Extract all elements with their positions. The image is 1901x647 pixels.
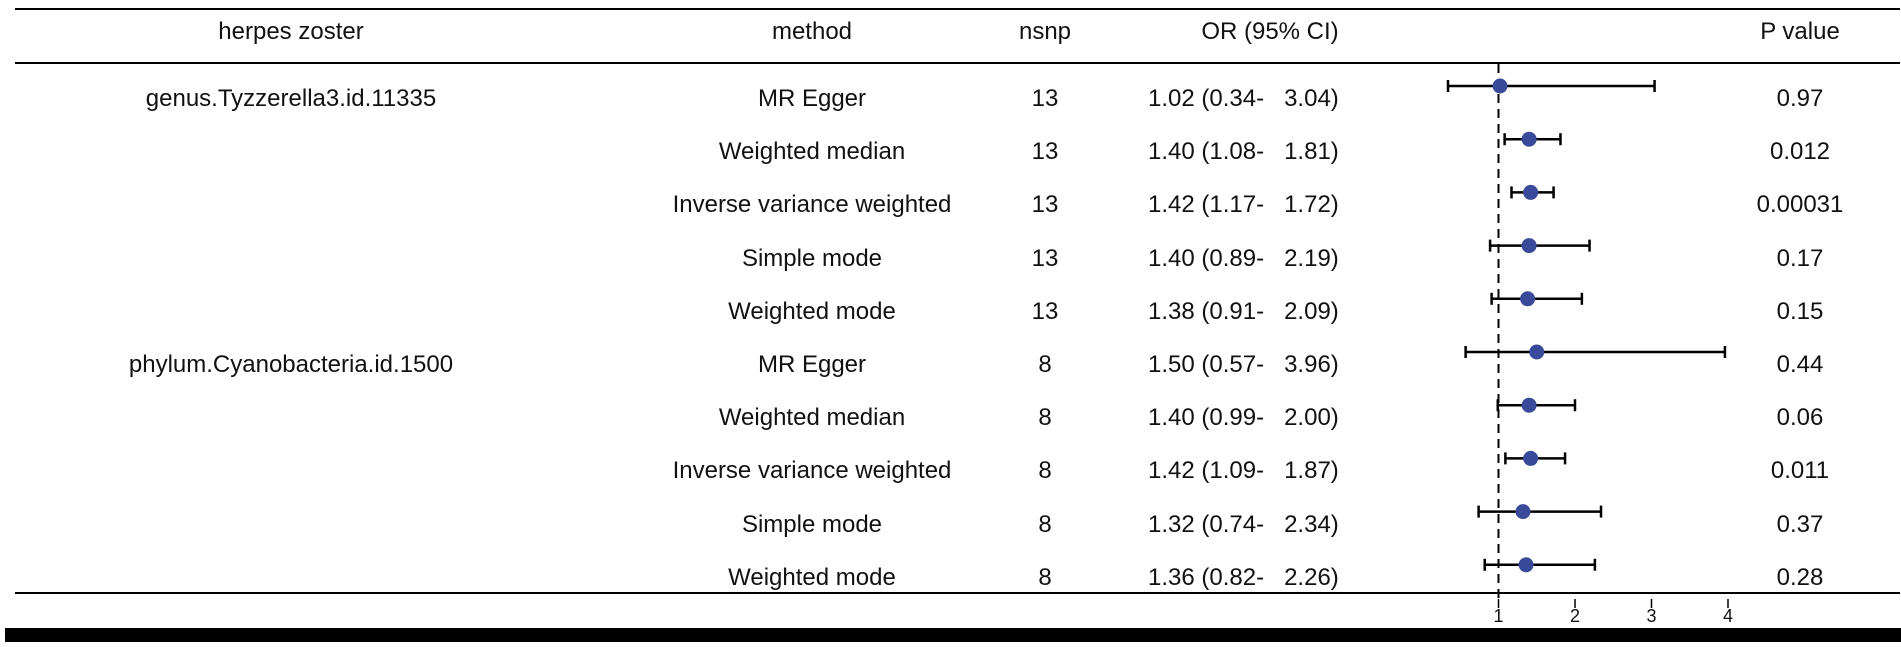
or-ci-cell: 1.02 (0.34- 3.04) <box>1148 85 1339 112</box>
p-value-cell: 0.44 <box>1776 351 1824 378</box>
or-point <box>1520 291 1536 307</box>
p-value-cell: 0.06 <box>1776 404 1824 432</box>
x-tick-label: 2 <box>1570 606 1580 626</box>
method-cell: Weighted mode <box>728 563 896 591</box>
or-point <box>1523 184 1539 200</box>
or-ci-cell: 1.42 (1.09- 1.87) <box>1148 457 1339 485</box>
p-value-cell: 0.012 <box>1769 138 1831 166</box>
header-or-ci: OR (95% CI) <box>1201 18 1339 45</box>
table-row: Weighted mode 13 1.38 (0.91- 2.09) 0.15 <box>0 297 1901 327</box>
method-cell: Weighted median <box>718 138 906 166</box>
header-outcome: herpes zoster <box>218 18 364 45</box>
or-point <box>1492 78 1508 94</box>
or-point <box>1523 450 1539 466</box>
nsnp-cell: 8 <box>1038 404 1052 432</box>
p-value-cell: 0.00031 <box>1756 191 1844 219</box>
table-row: Inverse variance weighted 8 1.42 (1.09- 1.… <box>0 456 1901 486</box>
nsnp-cell: 13 <box>1031 244 1059 272</box>
header-method: method <box>771 18 853 45</box>
header-nsnp: nsnp <box>1018 18 1072 45</box>
header-rule <box>15 62 1900 64</box>
or-point <box>1521 238 1537 254</box>
or-ci-cell: 1.38 (0.91- 2.09) <box>1148 297 1339 325</box>
x-tick-label: 3 <box>1646 606 1656 626</box>
table-row: Simple mode 8 1.32 (0.74- 2.34) 0.37 <box>0 510 1901 540</box>
nsnp-cell: 8 <box>1038 457 1052 485</box>
or-ci-cell: 1.36 (0.82- 2.26) <box>1148 563 1339 591</box>
or-ci-cell: 1.32 (0.74- 2.34) <box>1148 510 1339 538</box>
nsnp-cell: 13 <box>1031 85 1059 112</box>
p-value-cell: 0.28 <box>1776 563 1824 591</box>
method-cell: MR Egger <box>757 351 867 378</box>
or-point <box>1518 557 1534 573</box>
method-cell: MR Egger <box>757 85 867 112</box>
or-point <box>1521 397 1537 413</box>
table-row: Weighted median 13 1.40 (1.08- 1.81) 0.012 <box>0 137 1901 167</box>
group-label: genus.Tyzzerella3.id.11335 <box>145 85 437 112</box>
table-row: Weighted mode 8 1.36 (0.82- 2.26) 0.28 <box>0 563 1901 593</box>
or-point <box>1515 504 1531 520</box>
p-value-cell: 0.15 <box>1776 297 1824 325</box>
x-tick-label: 1 <box>1493 606 1503 626</box>
nsnp-cell: 8 <box>1038 510 1052 538</box>
nsnp-cell: 13 <box>1031 297 1059 325</box>
or-ci-cell: 1.50 (0.57- 3.96) <box>1148 351 1339 378</box>
or-ci-cell: 1.40 (0.99- 2.00) <box>1148 404 1339 432</box>
group-label: phylum.Cyanobacteria.id.1500 <box>128 351 454 378</box>
table-row: Inverse variance weighted 13 1.42 (1.17- 1… <box>0 190 1901 220</box>
or-ci-cell: 1.40 (1.08- 1.81) <box>1148 138 1339 166</box>
p-value-cell: 0.17 <box>1776 244 1824 272</box>
nsnp-cell: 13 <box>1031 191 1059 219</box>
or-point <box>1521 131 1537 147</box>
or-ci-cell: 1.40 (0.89- 2.19) <box>1148 244 1339 272</box>
x-tick-label: 4 <box>1723 606 1733 626</box>
nsnp-cell: 8 <box>1038 563 1052 591</box>
p-value-cell: 0.011 <box>1770 457 1830 485</box>
method-cell: Simple mode <box>741 510 883 538</box>
method-cell: Simple mode <box>741 244 883 272</box>
method-cell: Inverse variance weighted <box>672 457 952 485</box>
nsnp-cell: 13 <box>1031 138 1059 166</box>
header-p-value: P value <box>1760 18 1840 45</box>
table-row: Weighted median 8 1.40 (0.99- 2.00) 0.06 <box>0 403 1901 433</box>
footer-bar <box>5 628 1901 642</box>
table-row: Simple mode 13 1.40 (0.89- 2.19) 0.17 <box>0 244 1901 274</box>
p-value-cell: 0.97 <box>1776 85 1824 112</box>
or-point <box>1529 344 1545 360</box>
method-cell: Weighted mode <box>728 297 896 325</box>
method-cell: Weighted median <box>718 404 906 432</box>
table-row: MR Egger 13 1.02 (0.34- 3.04) 0.97 <box>0 84 1901 114</box>
nsnp-cell: 8 <box>1038 351 1052 378</box>
method-cell: Inverse variance weighted <box>672 191 952 219</box>
or-ci-cell: 1.42 (1.17- 1.72) <box>1148 191 1339 219</box>
top-rule <box>15 8 1900 10</box>
bottom-rule <box>15 592 1900 594</box>
table-row: MR Egger 8 1.50 (0.57- 3.96) 0.44 <box>0 350 1901 380</box>
p-value-cell: 0.37 <box>1776 510 1824 538</box>
